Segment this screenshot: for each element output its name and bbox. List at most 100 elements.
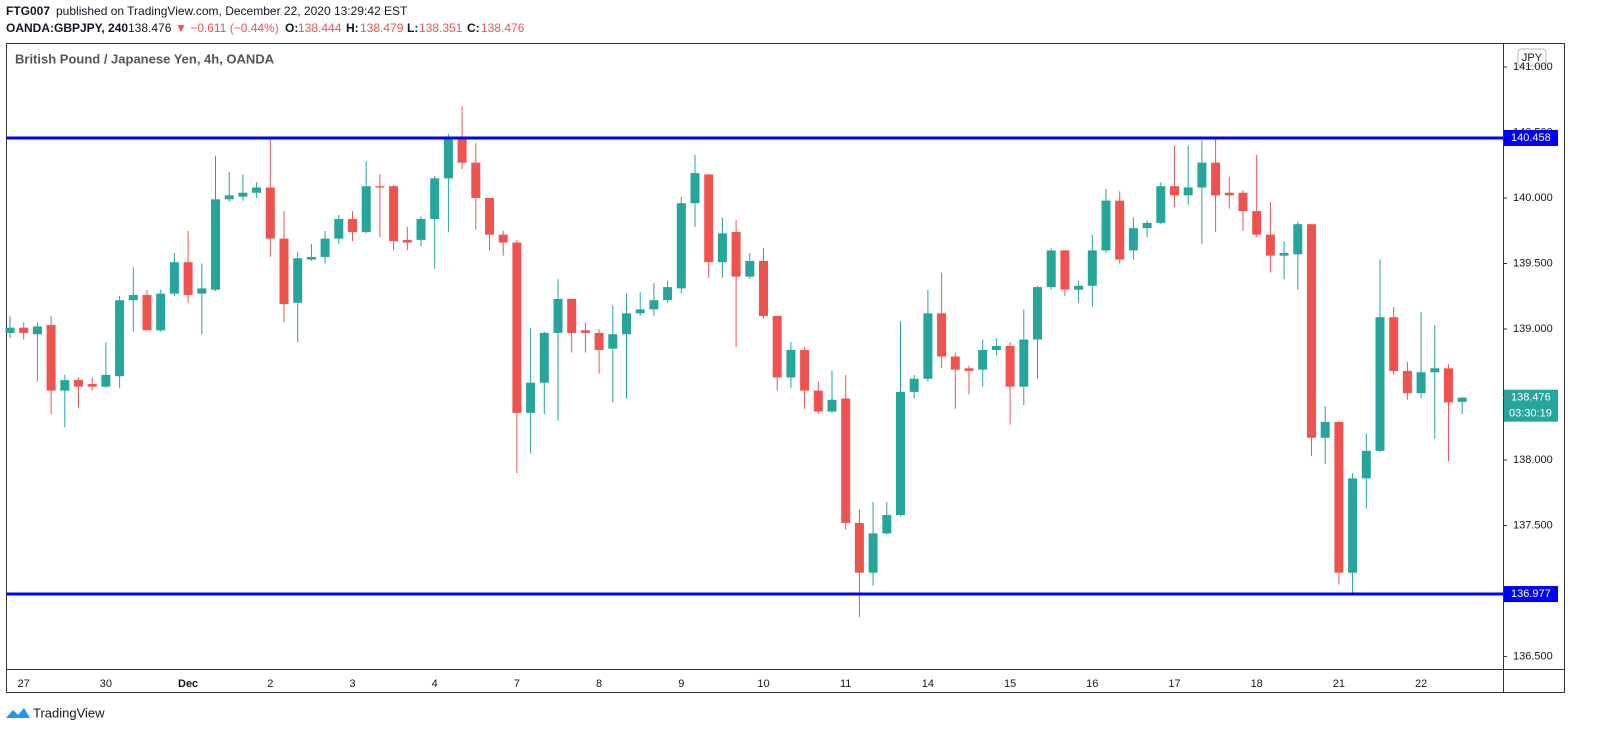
- candle-body: [1307, 224, 1316, 438]
- candle-body: [1444, 368, 1453, 403]
- candle-body: [443, 139, 453, 179]
- x-tick-label: 7: [514, 678, 520, 690]
- candle-body: [156, 293, 166, 331]
- candle-body: [1211, 162, 1221, 196]
- x-tick-label: 27: [18, 678, 30, 690]
- o-label: O:: [285, 21, 298, 35]
- candle-body: [46, 325, 56, 391]
- x-tick-label: 21: [1333, 678, 1345, 690]
- y-tick-label: 141.000: [1513, 61, 1553, 73]
- candle-body: [115, 300, 125, 377]
- candle-body: [964, 368, 974, 371]
- currency-badge: [1517, 48, 1547, 67]
- candle-body: [704, 174, 714, 263]
- hline-price-label: 140.458: [1511, 132, 1551, 144]
- candle-body: [471, 162, 481, 198]
- candle-body: [1170, 186, 1179, 196]
- candle-body: [882, 515, 892, 534]
- candle-body: [1046, 250, 1056, 288]
- x-tick-label: 9: [678, 678, 684, 690]
- candle-body: [1279, 253, 1289, 256]
- candle-body: [991, 346, 1001, 350]
- x-tick-label: 4: [432, 678, 438, 690]
- y-tick-label: 138.000: [1513, 454, 1553, 466]
- plot: [5, 106, 1467, 618]
- last-price-tag: [1504, 389, 1558, 422]
- y-tick-label: 139.500: [1513, 257, 1553, 269]
- candle-body: [676, 203, 686, 289]
- chart-title: British Pound / Japanese Yen, 4h, OANDA: [15, 51, 275, 66]
- candle-body: [252, 187, 262, 193]
- candle-body: [238, 192, 248, 197]
- hline-price-tag: [1504, 129, 1558, 146]
- candle-body: [5, 327, 15, 333]
- candle-body: [1457, 397, 1467, 402]
- candle-body: [950, 356, 960, 370]
- h-value: 138.479: [360, 21, 404, 35]
- candle-body: [622, 313, 631, 335]
- candle-body: [580, 330, 590, 333]
- candle-body: [279, 238, 289, 305]
- candle-body: [389, 186, 399, 242]
- candle-body: [1430, 368, 1440, 373]
- candle-body: [1101, 200, 1111, 251]
- symbol: OANDA:GBPJPY, 240: [6, 21, 128, 35]
- candle-body: [1156, 186, 1166, 223]
- candle-body: [978, 349, 988, 370]
- candle-body: [731, 232, 741, 277]
- candle-body: [457, 139, 467, 163]
- published: published on TradingView.com, December 2…: [56, 4, 408, 18]
- candle-body: [594, 332, 604, 350]
- candle-body: [197, 288, 207, 294]
- candle-body: [896, 391, 905, 516]
- x-tick-label: 16: [1086, 678, 1098, 690]
- candle-body: [608, 334, 618, 349]
- candle-body: [224, 195, 234, 200]
- candle-body: [937, 313, 947, 357]
- candle-body: [19, 327, 29, 333]
- x-tick-label: 22: [1415, 678, 1427, 690]
- candle-body: [717, 233, 727, 263]
- hline-price-label: 136.977: [1511, 588, 1551, 600]
- candle-body: [1224, 192, 1234, 196]
- candle-body: [1005, 346, 1015, 387]
- candle-body: [1197, 162, 1207, 188]
- candle-body: [553, 298, 563, 333]
- frame: [6, 43, 1565, 693]
- candle-body: [320, 238, 330, 257]
- candle-body: [1320, 422, 1330, 438]
- brand: TradingView: [33, 705, 105, 720]
- candle-body: [1402, 370, 1412, 394]
- candle-body: [348, 218, 357, 233]
- candle-body: [1074, 285, 1084, 290]
- candle-body: [1019, 339, 1029, 387]
- candle-body: [567, 298, 577, 333]
- candle-body: [772, 315, 782, 378]
- x-tick-label: 11: [840, 678, 851, 690]
- candle-body: [745, 260, 755, 277]
- candle-body: [1389, 317, 1399, 371]
- currency: JPY: [1522, 52, 1543, 64]
- candle-body: [813, 390, 823, 412]
- candle-body: [265, 187, 275, 239]
- candle-body: [1087, 250, 1097, 286]
- candle-body: [293, 258, 303, 303]
- candle-body: [485, 197, 494, 235]
- x-tick-label: 18: [1251, 678, 1263, 690]
- candle-body: [183, 262, 193, 295]
- h-label: H:: [346, 21, 359, 35]
- candle-body: [416, 218, 426, 240]
- hline-price-tag: [1504, 586, 1558, 603]
- candle-body: [854, 522, 864, 573]
- logo: [6, 708, 30, 718]
- x-tick-label: 8: [596, 678, 602, 690]
- candle-body: [663, 287, 673, 301]
- candle-body: [142, 294, 152, 331]
- candle-body: [402, 239, 412, 243]
- candle-body: [306, 256, 316, 260]
- candle-body: [1238, 192, 1248, 212]
- candle-body: [1416, 372, 1426, 394]
- candle-body: [868, 533, 878, 573]
- y-tick-label: 136.500: [1513, 650, 1553, 662]
- candle-body: [361, 186, 371, 233]
